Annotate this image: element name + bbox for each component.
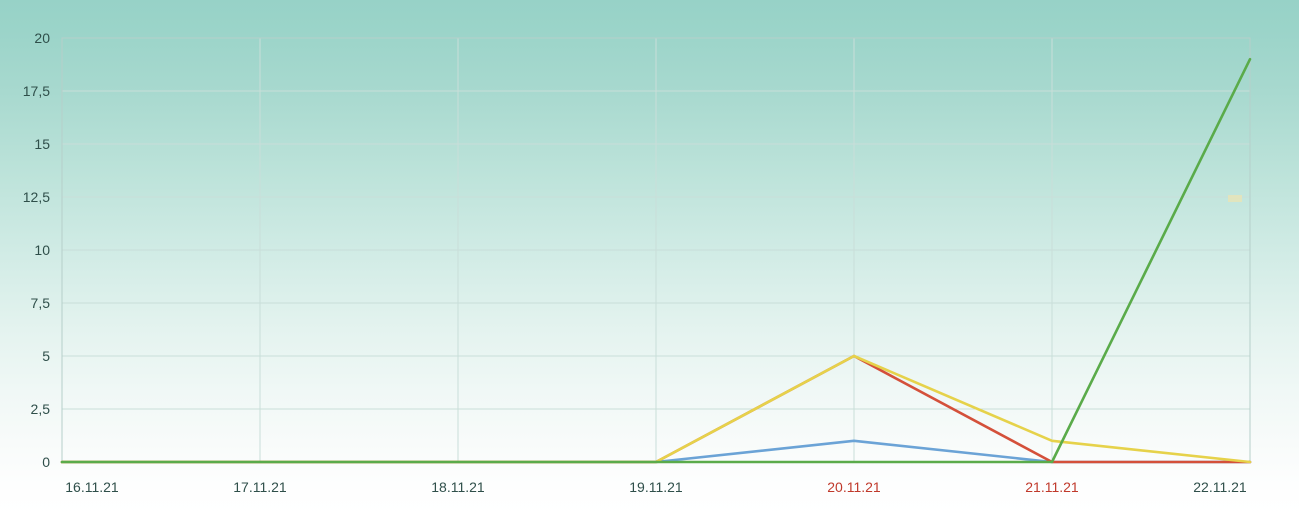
y-axis-tick-label: 17,5 <box>22 83 50 99</box>
y-axis-tick-label: 7,5 <box>30 295 50 311</box>
x-axis-tick-label: 19.11.21 <box>629 479 683 495</box>
gridlines <box>61 37 1251 463</box>
y-axis-tick-label: 10 <box>34 242 50 258</box>
y-axis-tick-label: 12,5 <box>22 189 50 205</box>
series-lines <box>60 57 1252 464</box>
x-axis-tick-label: 22.11.21 <box>1193 479 1247 495</box>
x-axis-tick-label: 21.11.21 <box>1025 479 1079 495</box>
y-axis-tick-label: 2,5 <box>30 401 50 417</box>
x-axis-tick-label: 17.11.21 <box>233 479 287 495</box>
series-line-series-green <box>60 57 1252 464</box>
x-axis-tick-label: 16.11.21 <box>65 479 119 495</box>
y-axis-tick-label: 20 <box>34 30 50 46</box>
x-axis-tick-label: 18.11.21 <box>431 479 485 495</box>
x-axis-tick-label: 20.11.21 <box>827 479 881 495</box>
chart-artifact-mark <box>1228 195 1242 202</box>
y-axis-tick-label: 5 <box>42 348 50 364</box>
y-axis-tick-label: 15 <box>34 136 50 152</box>
y-axis-tick-label: 0 <box>42 454 50 470</box>
